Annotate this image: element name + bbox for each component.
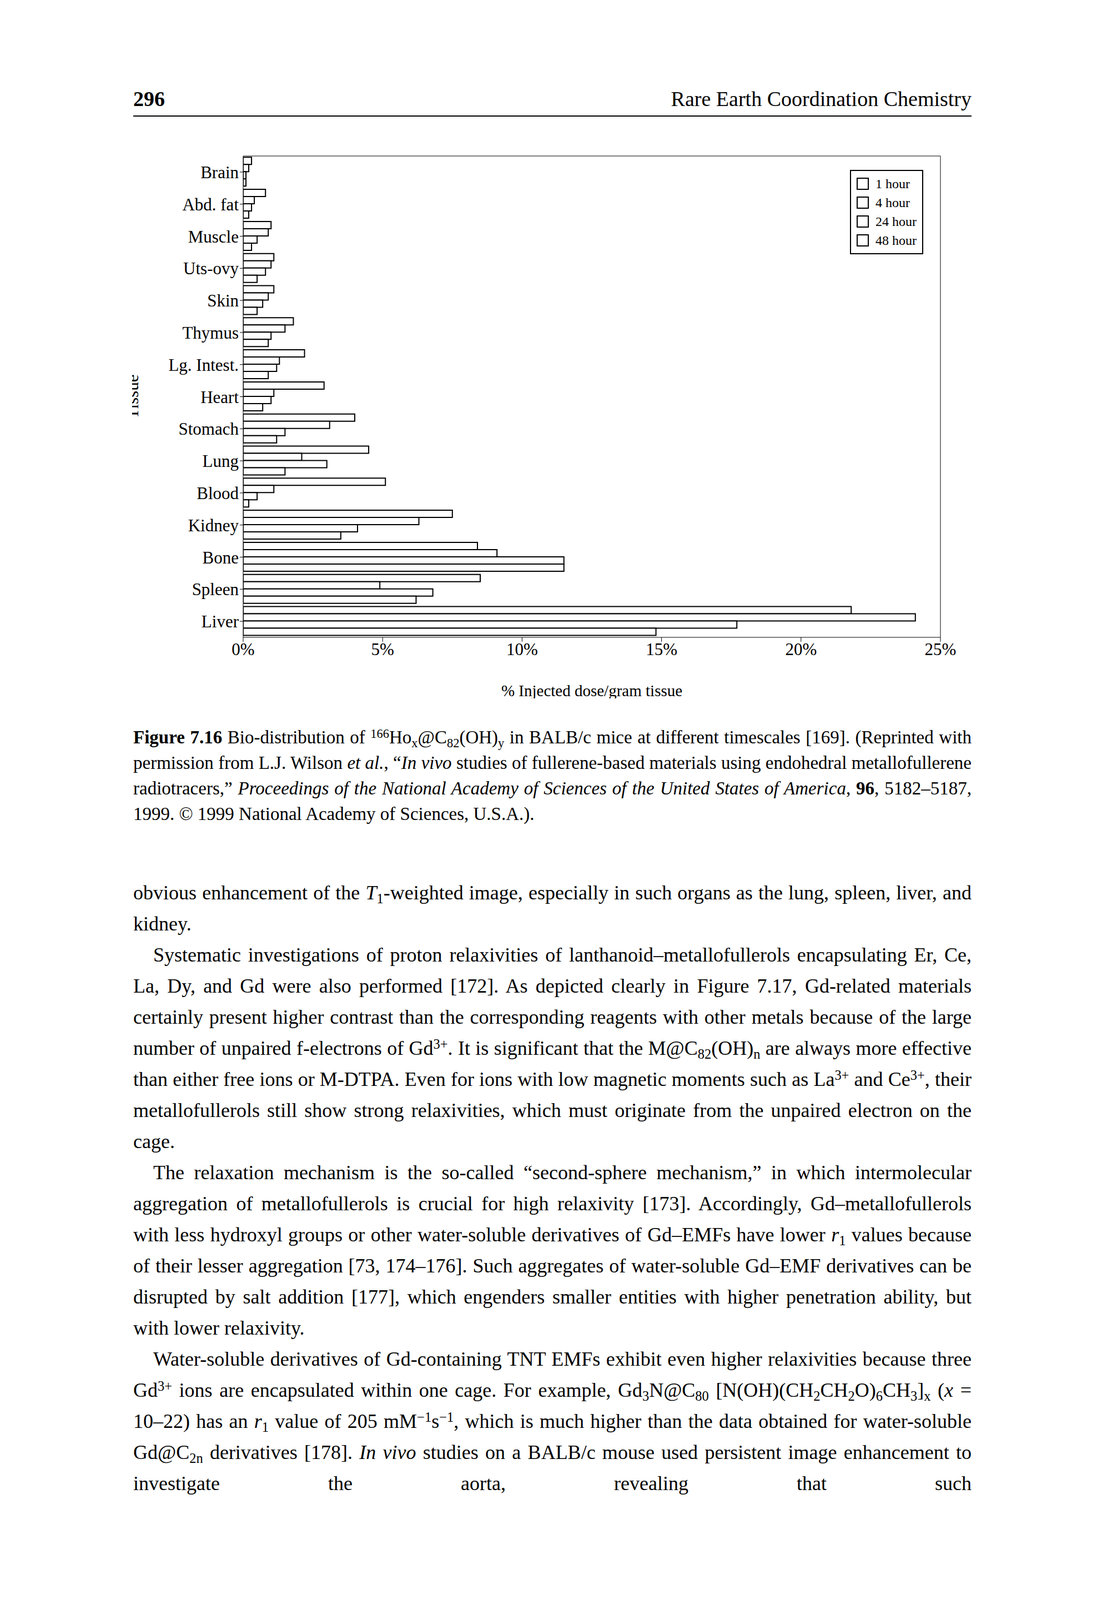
svg-text:Skin: Skin xyxy=(207,290,239,311)
svg-text:Bone: Bone xyxy=(202,547,239,568)
html-text:48 hour: 48 hour xyxy=(875,233,917,248)
svg-text:Uts-ovy: Uts-ovy xyxy=(183,258,239,279)
svg-text:25%: 25% xyxy=(924,639,957,659)
svg-text:Stomach: Stomach xyxy=(178,419,240,439)
svg-text:0%: 0% xyxy=(231,639,255,659)
svg-text:Lung: Lung xyxy=(202,451,239,471)
html-text:Figure 7.16 Bio-distribution o: Figure 7.16 Bio-distribution of166Hox@C8… xyxy=(133,726,972,824)
html-text:296: 296 xyxy=(133,87,165,111)
svg-text:Brain: Brain xyxy=(200,162,239,183)
svg-text:Tissue: Tissue xyxy=(132,374,143,420)
svg-text:Liver: Liver xyxy=(201,611,240,632)
svg-text:Thymus: Thymus xyxy=(182,323,239,343)
svg-text:Abd. fat: Abd. fat xyxy=(182,194,239,215)
html-text:4 hour: 4 hour xyxy=(875,195,910,210)
html-text:Rare Earth Coordination Chemis: Rare Earth Coordination Chemistry xyxy=(670,87,972,111)
svg-text:Muscle: Muscle xyxy=(188,227,239,247)
html-text:Systematic investigations of p: Systematic investigations of proton rela… xyxy=(133,943,972,1153)
html-text:The relaxation mechanism is th: The relaxation mechanism is the so-calle… xyxy=(133,1161,972,1340)
svg-text:Heart: Heart xyxy=(200,387,239,407)
html-text:1 hour: 1 hour xyxy=(875,176,910,191)
svg-text:20%: 20% xyxy=(785,639,817,659)
svg-text:Blood: Blood xyxy=(196,483,239,503)
html-text:Water-soluble derivatives of G: Water-soluble derivatives of Gd-containi… xyxy=(133,1347,972,1495)
svg-text:10%: 10% xyxy=(506,639,538,659)
svg-text:% Injected dose/gram tissue: % Injected dose/gram tissue xyxy=(501,681,683,699)
svg-text:Spleen: Spleen xyxy=(192,579,240,600)
html-text:obvious enhancement of the T1-: obvious enhancement of the T1-weighted i… xyxy=(133,881,972,935)
svg-text:Kidney: Kidney xyxy=(188,515,240,536)
svg-text:15%: 15% xyxy=(645,639,678,659)
html-text:24 hour: 24 hour xyxy=(875,214,917,229)
svg-text:5%: 5% xyxy=(371,639,395,659)
svg-text:Lg. Intest.: Lg. Intest. xyxy=(168,355,239,375)
